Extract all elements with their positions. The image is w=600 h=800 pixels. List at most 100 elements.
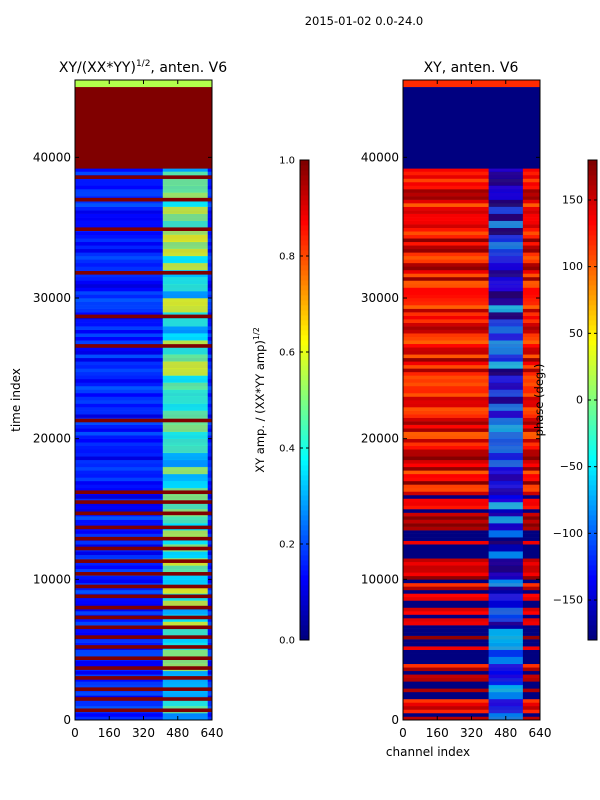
- phase-y-tick-label: 10000: [361, 572, 399, 586]
- phase-channel-band-cell: [488, 199, 523, 207]
- phase-heatmap-row: [403, 568, 540, 573]
- amplitude-heatmap-row: [75, 234, 212, 239]
- phase-heatmap-row: [403, 646, 540, 650]
- amplitude-colorbar-segment: [300, 580, 309, 586]
- amplitude-heatmap-row: [75, 670, 212, 675]
- amplitude-colorbar-segment: [300, 410, 309, 416]
- phase-heatmap-row: [403, 547, 540, 552]
- phase-channel-band-cell: [488, 389, 523, 397]
- amplitude-saturated-row: [75, 635, 212, 639]
- phase-colorbar-segment: [588, 410, 597, 416]
- amplitude-colorbar-segment: [300, 340, 309, 346]
- amplitude-heatmap-row: [75, 442, 212, 447]
- amplitude-heatmap-row: [75, 199, 212, 204]
- amplitude-heatmap-row: [75, 283, 212, 288]
- amplitude-colorbar-segment: [300, 350, 309, 356]
- amplitude-colorbar-tick-label: 0.8: [279, 252, 295, 263]
- phase-heatmap-row: [403, 501, 540, 506]
- phase-heatmap-row: [403, 649, 540, 654]
- phase-heatmap-row: [403, 364, 540, 369]
- phase-channel-band-cell: [488, 185, 523, 193]
- amplitude-panel: XY/(XX*YY)1/2, anten. V6 0 160 320 480 640 0…: [9, 59, 227, 740]
- amplitude-colorbar-segment: [300, 260, 309, 266]
- phase-heatmap-row: [403, 347, 540, 352]
- phase-colorbar-segment: [588, 250, 597, 256]
- amplitude-heatmap-row: [75, 596, 212, 601]
- phase-heatmap-row: [403, 368, 540, 373]
- phase-heatmap-row: [403, 684, 540, 689]
- phase-channel-band-cell: [488, 516, 523, 524]
- phase-heatmap-row: [403, 674, 540, 679]
- amplitude-colorbar-segment: [300, 245, 309, 251]
- amplitude-colorbar-segment: [300, 235, 309, 241]
- phase-colorbar-segment: [588, 415, 597, 421]
- phase-channel-band-cell: [488, 410, 523, 418]
- amplitude-heatmap-row: [75, 354, 212, 359]
- amplitude-channel-band-cell: [162, 712, 208, 721]
- amplitude-colorbar-segment: [300, 425, 309, 431]
- amplitude-heatmap-row: [75, 459, 212, 464]
- phase-heatmap-row: [403, 491, 540, 496]
- amplitude-heatmap-row: [75, 287, 212, 292]
- phase-colorbar-tick-label: 0: [576, 394, 583, 407]
- phase-heatmap-row: [403, 220, 540, 225]
- amplitude-heatmap-row: [75, 290, 212, 295]
- phase-heatmap-row: [403, 424, 540, 429]
- amplitude-colorbar-segment: [300, 290, 309, 296]
- amplitude-heatmap-region: [75, 87, 212, 169]
- phase-heatmap-row: [403, 480, 540, 485]
- phase-colorbar-segment: [588, 570, 597, 576]
- amplitude-heatmap-row: [75, 192, 212, 197]
- amplitude-channel-band-cell: [162, 516, 208, 524]
- amplitude-colorbar-segment: [300, 330, 309, 336]
- phase-heatmap-row: [403, 494, 540, 499]
- phase-heatmap-row: [403, 234, 540, 239]
- amplitude-heatmap-row: [75, 642, 212, 647]
- phase-heatmap-row: [403, 389, 540, 394]
- amplitude-heatmap-row: [75, 375, 212, 380]
- amplitude-heatmap-row: [75, 445, 212, 450]
- amplitude-heatmap-row: [75, 438, 212, 443]
- phase-heatmap-row: [403, 621, 540, 626]
- phase-channel-band-cell: [488, 220, 523, 228]
- amplitude-channel-band-cell: [162, 305, 208, 313]
- amplitude-channel-band-cell: [162, 382, 208, 390]
- phase-heatmap-row: [403, 456, 540, 461]
- amplitude-colorbar-segment: [300, 420, 309, 426]
- amplitude-heatmap-row: [75, 684, 212, 689]
- amplitude-colorbar-segment: [300, 525, 309, 531]
- amplitude-colorbar-segment: [300, 465, 309, 471]
- phase-heatmap-row: [403, 628, 540, 633]
- phase-heatmap-row: [403, 593, 540, 598]
- amplitude-saturated-row: [75, 559, 212, 563]
- amplitude-heatmap-row: [75, 639, 212, 643]
- amplitude-heatmap-row: [75, 210, 212, 214]
- amplitude-channel-band-cell: [162, 691, 208, 700]
- phase-colorbar-segment: [588, 535, 597, 541]
- amplitude-saturated-row: [75, 271, 212, 275]
- phase-heatmap-row: [403, 698, 540, 703]
- amplitude-colorbar-frame: [299, 159, 310, 641]
- amplitude-channel-band-cell: [162, 635, 208, 643]
- amplitude-heatmap-row: [75, 519, 212, 524]
- phase-channel-band-cell: [488, 684, 523, 693]
- phase-channel-band-cell: [488, 614, 523, 622]
- phase-colorbar-segment: [588, 580, 597, 586]
- amplitude-saturated-row: [75, 594, 212, 599]
- amplitude-heatmap-row: [75, 305, 212, 309]
- amplitude-colorbar-segment: [300, 495, 309, 501]
- amplitude-heatmap-row: [75, 712, 212, 717]
- amplitude-heatmap-row: [75, 347, 212, 352]
- phase-colorbar-segment: [588, 315, 597, 321]
- phase-heatmap-row: [403, 224, 540, 228]
- amplitude-colorbar-segment: [300, 200, 309, 206]
- amplitude-channel-band-cell: [162, 466, 208, 475]
- phase-heatmap-row: [403, 326, 540, 330]
- amplitude-heatmap-row: [75, 494, 212, 499]
- phase-heatmap-row: [403, 614, 540, 619]
- amplitude-colorbar: 0.0 0.2 0.4 0.6 0.8 1.0 XY amp. / (XX*YY amp)…: [252, 156, 310, 647]
- phase-heatmap-row: [403, 315, 540, 320]
- amplitude-channel-band-cell: [162, 656, 208, 665]
- phase-heatmap-row: [403, 477, 540, 482]
- phase-heatmap-row: [403, 632, 540, 636]
